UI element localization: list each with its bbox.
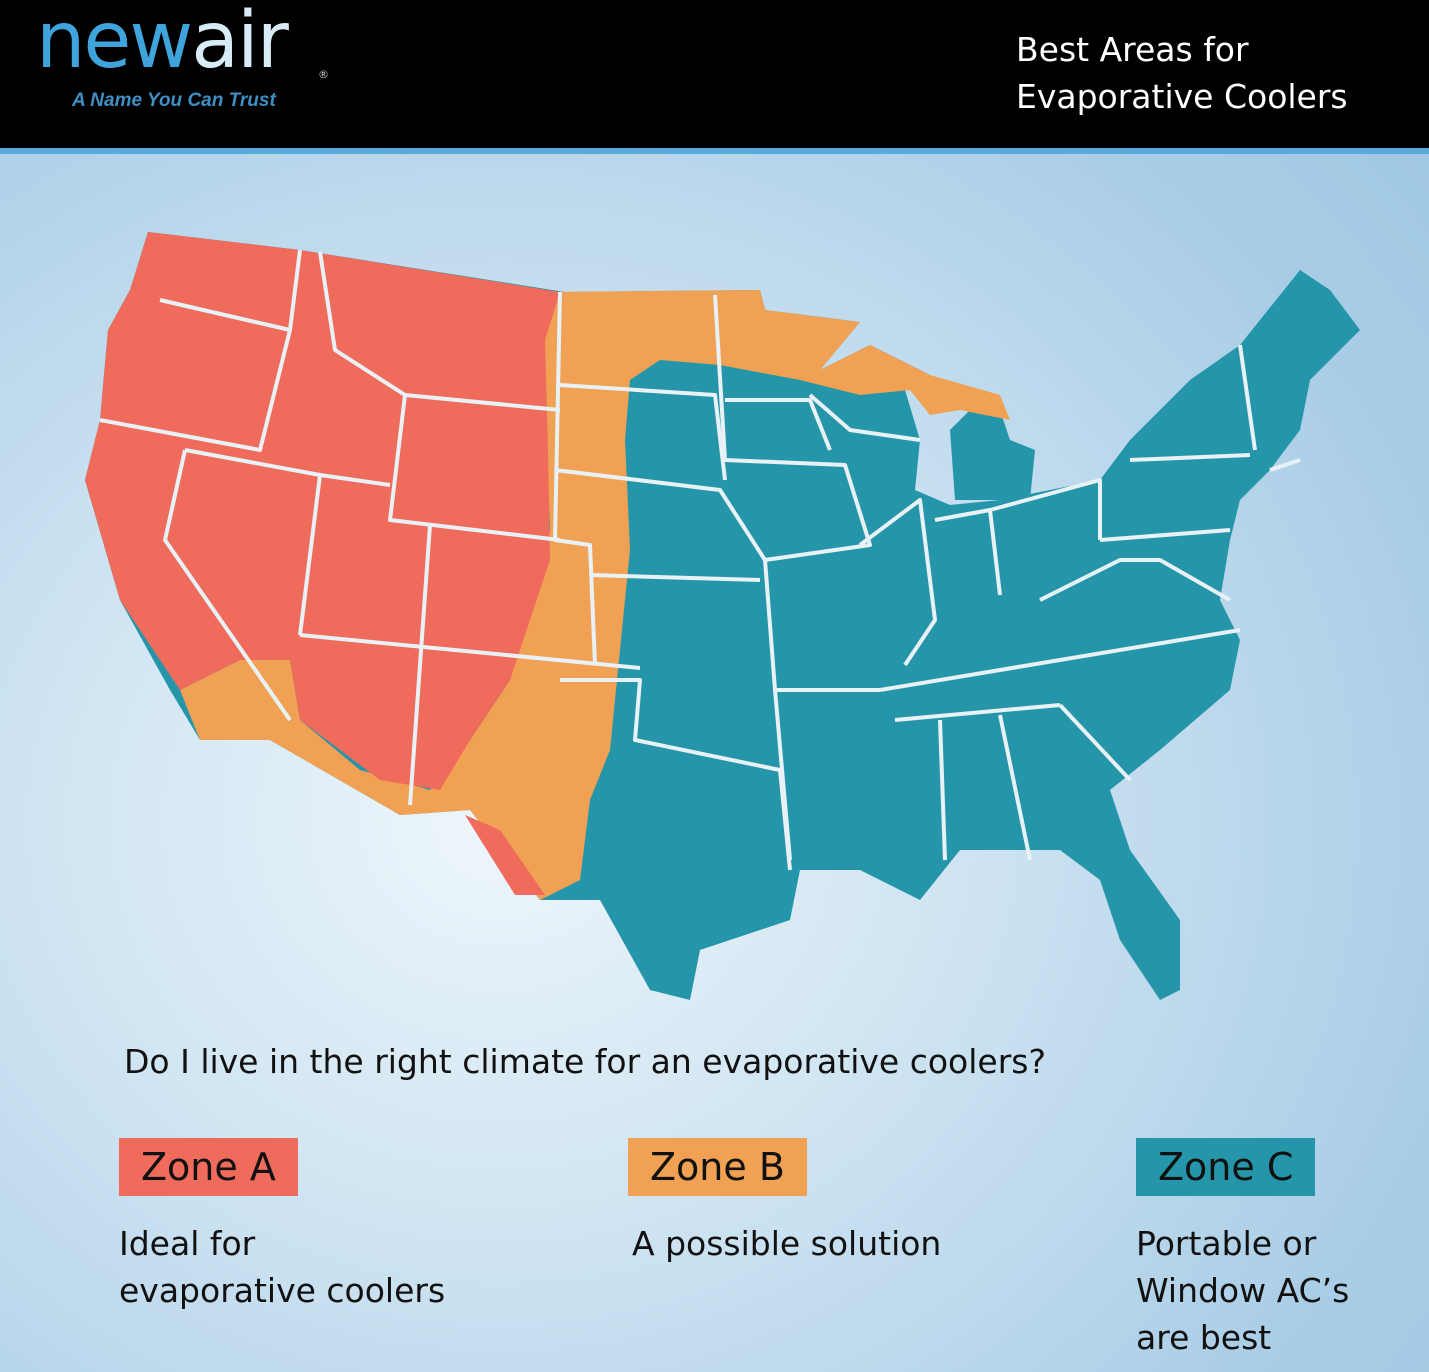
state-borders	[99, 249, 1301, 871]
zone-b-badge: Zone B	[628, 1138, 807, 1196]
desc-line: are best	[1136, 1318, 1272, 1357]
zone-b-legend: Zone B A possible solution	[628, 1138, 941, 1267]
zone-a-badge: Zone A	[119, 1138, 298, 1196]
desc-line: Window AC’s	[1136, 1271, 1350, 1310]
zone-a-legend: Zone A Ideal for evaporative coolers	[119, 1138, 445, 1314]
logo-text-air: air	[191, 0, 289, 86]
zone-c-description: Portable or Window AC’s are best	[1136, 1220, 1349, 1361]
tagline: A Name You Can Trust	[72, 90, 276, 111]
zone-a-description: Ideal for evaporative coolers	[119, 1220, 445, 1314]
desc-line: evaporative coolers	[119, 1271, 446, 1310]
desc-line: A possible solution	[632, 1224, 942, 1263]
zone-c-badge: Zone C	[1136, 1138, 1316, 1196]
registered-mark: ®	[318, 68, 329, 81]
zone-b-region	[180, 290, 1010, 900]
desc-line: Ideal for	[119, 1224, 256, 1263]
title-line-2: Evaporative Coolers	[1016, 77, 1348, 116]
title-line-1: Best Areas for	[1016, 30, 1249, 69]
zone-c-legend: Zone C Portable or Window AC’s are best	[1136, 1138, 1349, 1361]
header: newair ® A Name You Can Trust Best Areas…	[0, 0, 1429, 154]
newair-logo: newair	[36, 2, 289, 80]
page-title: Best Areas for Evaporative Coolers	[1016, 26, 1348, 120]
desc-line: Portable or	[1136, 1224, 1317, 1263]
logo-text: new	[36, 0, 193, 86]
climate-question: Do I live in the right climate for an ev…	[124, 1042, 1046, 1081]
zone-b-description: A possible solution	[632, 1220, 941, 1267]
